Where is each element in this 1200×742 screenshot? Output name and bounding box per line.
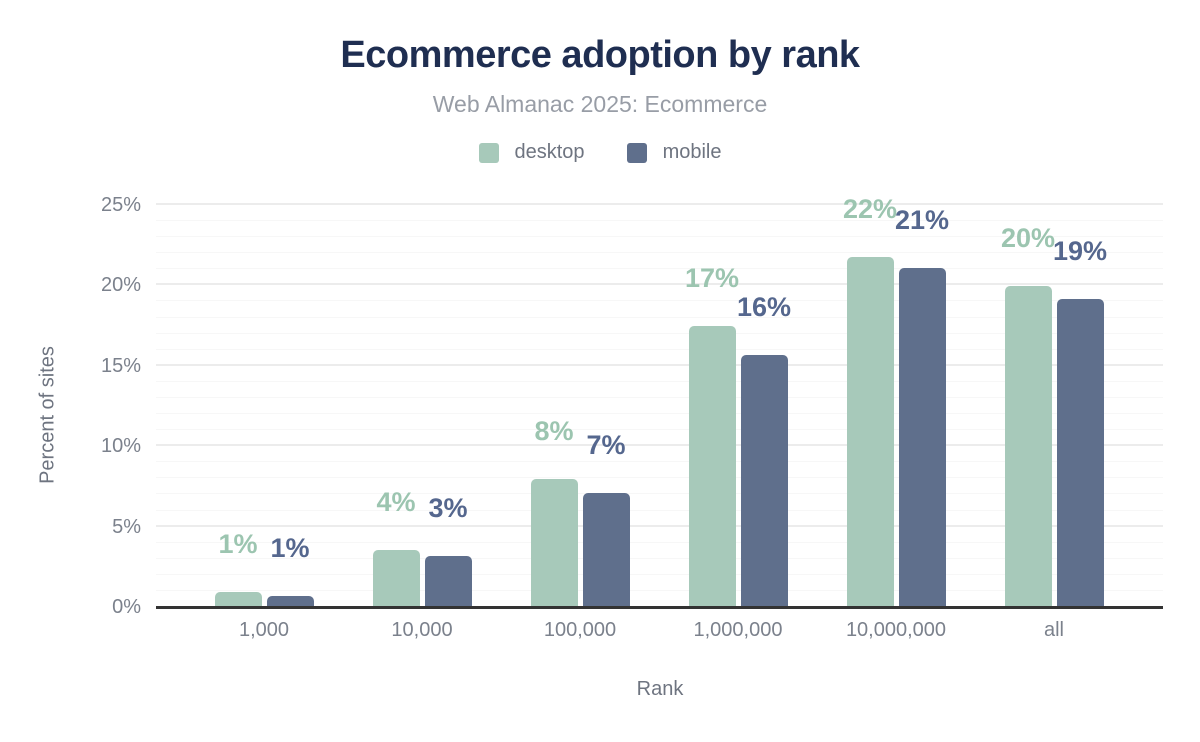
bar-mobile-1000[interactable] bbox=[266, 596, 314, 606]
x-tick-label-1000: 1,000 bbox=[238, 619, 290, 641]
major-gridline-20 bbox=[156, 283, 1163, 286]
minor-gridline-24 bbox=[156, 220, 1163, 222]
legend-label-desktop: desktop bbox=[514, 141, 585, 163]
minor-gridline-21 bbox=[156, 268, 1163, 270]
minor-gridline-8 bbox=[156, 477, 1163, 479]
legend-item-mobile[interactable]: mobile bbox=[626, 141, 722, 164]
legend-swatch-desktop bbox=[478, 142, 499, 163]
x-tick-label-10000: 10,000 bbox=[391, 619, 453, 641]
minor-gridline-7 bbox=[156, 493, 1163, 495]
bar-label-desktop-1000000: 17% bbox=[684, 263, 740, 294]
bar-desktop-10000[interactable] bbox=[372, 549, 420, 606]
bar-label-desktop-10000: 4% bbox=[376, 486, 416, 517]
major-gridline-15 bbox=[156, 363, 1163, 366]
bar-mobile-10000000[interactable] bbox=[898, 268, 946, 606]
minor-gridline-1 bbox=[156, 589, 1163, 591]
bar-label-desktop-all: 20% bbox=[1000, 223, 1056, 253]
minor-gridline-2 bbox=[156, 573, 1163, 575]
y-tick-label-5: 5% bbox=[112, 515, 141, 538]
bar-mobile-1000000[interactable] bbox=[740, 355, 788, 606]
major-gridline-25 bbox=[156, 203, 1163, 206]
bar-mobile-10000[interactable] bbox=[424, 556, 472, 606]
minor-gridline-4 bbox=[156, 541, 1163, 543]
chart-title: Ecommerce adoption by rank bbox=[340, 34, 860, 76]
minor-gridline-3 bbox=[156, 557, 1163, 559]
x-tick-label-10000000: 10,000,000 bbox=[845, 619, 947, 641]
major-gridline-5 bbox=[156, 524, 1163, 527]
legend: desktop mobile bbox=[0, 141, 1200, 164]
bar-label-mobile-100000: 7% bbox=[586, 430, 626, 461]
bar-label-mobile-1000: 1% bbox=[270, 533, 310, 564]
y-tick-label-10: 10% bbox=[100, 435, 141, 458]
minor-gridline-18 bbox=[156, 316, 1163, 318]
bar-label-mobile-1000000: 16% bbox=[736, 292, 792, 323]
minor-gridline-13 bbox=[156, 396, 1163, 398]
x-tick-label-100000: 100,000 bbox=[543, 619, 617, 641]
legend-item-desktop[interactable]: desktop bbox=[478, 141, 585, 164]
minor-gridline-22 bbox=[156, 252, 1163, 254]
minor-gridline-9 bbox=[156, 461, 1163, 463]
bar-label-desktop-100000: 8% bbox=[534, 416, 574, 446]
y-tick-label-0: 0% bbox=[112, 596, 141, 618]
legend-label-mobile: mobile bbox=[662, 141, 722, 163]
y-tick-label-15: 15% bbox=[100, 354, 141, 377]
bar-desktop-1000000[interactable] bbox=[688, 326, 736, 606]
x-tick-label-1000000: 1,000,000 bbox=[693, 619, 783, 641]
bar-label-mobile-10000: 3% bbox=[428, 493, 468, 524]
major-gridline-10 bbox=[156, 444, 1163, 447]
x-tick-label-all: all bbox=[1043, 619, 1064, 641]
minor-gridline-19 bbox=[156, 300, 1163, 302]
x-axis-line bbox=[156, 606, 1163, 609]
x-axis-title: Rank bbox=[636, 678, 684, 700]
bar-label-mobile-all: 19% bbox=[1052, 235, 1108, 266]
plot-area: 1% 1% 4% 3% 8% 7% 17% 16% 22% 21% 20% 19% bbox=[156, 196, 1163, 606]
bar-desktop-all[interactable] bbox=[1004, 286, 1052, 606]
minor-gridline-16 bbox=[156, 348, 1163, 350]
minor-gridline-12 bbox=[156, 413, 1163, 415]
bar-label-desktop-1000: 1% bbox=[218, 528, 258, 559]
legend-swatch-mobile bbox=[626, 142, 647, 163]
bar-desktop-100000[interactable] bbox=[530, 479, 578, 606]
minor-gridline-17 bbox=[156, 332, 1163, 334]
minor-gridline-23 bbox=[156, 236, 1163, 238]
bar-desktop-1000[interactable] bbox=[214, 591, 262, 606]
y-tick-label-25: 25% bbox=[100, 194, 141, 216]
bar-desktop-10000000[interactable] bbox=[846, 257, 894, 606]
bar-mobile-all[interactable] bbox=[1056, 298, 1104, 606]
minor-gridline-14 bbox=[156, 380, 1163, 382]
bar-label-desktop-10000000: 22% bbox=[842, 194, 898, 225]
chart-subtitle: Web Almanac 2025: Ecommerce bbox=[432, 91, 768, 117]
bar-mobile-100000[interactable] bbox=[582, 493, 630, 606]
bar-label-mobile-10000000: 21% bbox=[894, 205, 950, 236]
y-tick-label-20: 20% bbox=[100, 274, 141, 297]
minor-gridline-11 bbox=[156, 429, 1163, 431]
minor-gridline-6 bbox=[156, 509, 1163, 511]
